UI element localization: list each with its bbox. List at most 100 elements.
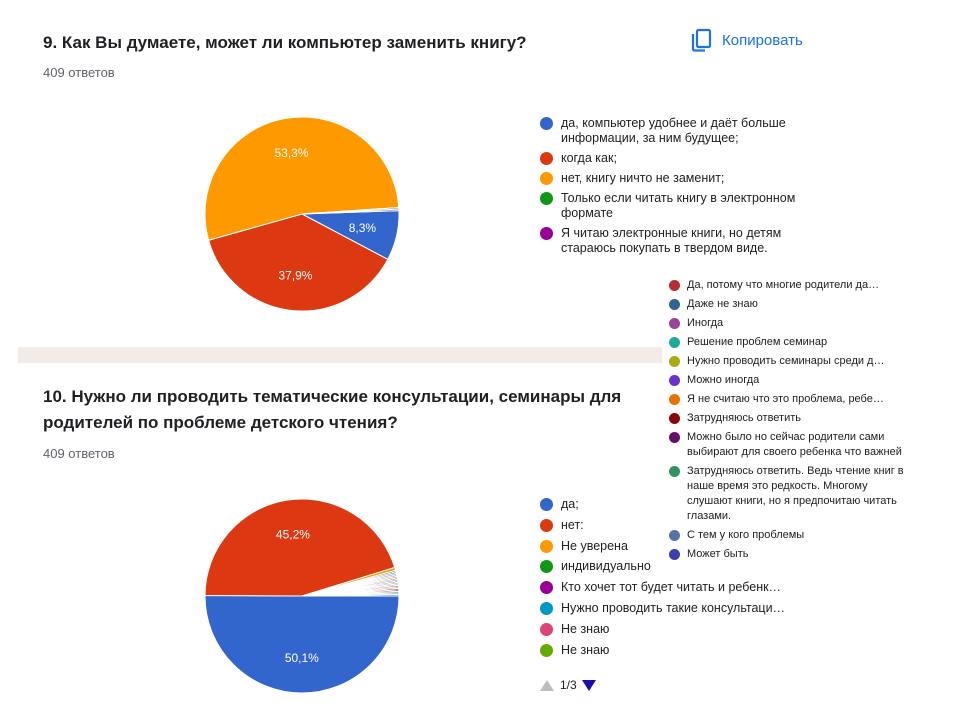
pie-slice <box>204 595 400 694</box>
legend-item: Затрудняюсь ответить <box>669 411 909 426</box>
legend-q9: да, компьютер удобнее и даёт больше инфо… <box>540 116 800 261</box>
slice-label: 53,3% <box>274 146 308 160</box>
pie-chart-q10: 50,1% 45,2% <box>204 498 400 694</box>
legend-label: Нужно проводить такие консультаци… <box>561 600 786 615</box>
question-9-response-count: 409 ответов <box>43 65 115 80</box>
legend-swatch <box>540 227 553 240</box>
legend-item: нет, книгу ничто не заменит; <box>540 171 800 186</box>
slice-label: 50,1% <box>285 651 319 665</box>
legend-label: Можно иногда <box>687 374 760 386</box>
legend-label: Иногда <box>687 317 724 329</box>
legend-item: Я не считаю что это проблема, ребе… <box>669 392 909 407</box>
copy-button-label: Копировать <box>722 31 803 49</box>
legend-label: Затрудняюсь ответить. Ведь чтение книг в… <box>687 465 904 522</box>
legend-label: Нужно проводить семинары среди д… <box>687 355 885 367</box>
legend-label: Только если читать книгу в электронном ф… <box>561 191 796 220</box>
legend-item: нет: <box>540 518 800 533</box>
legend-item: да, компьютер удобнее и даёт больше инфо… <box>540 116 800 146</box>
legend-swatch <box>669 299 680 310</box>
legend-label: нет: <box>561 517 584 532</box>
legend-item: С тем у кого проблемы <box>669 528 909 543</box>
legend-item: Я читаю электронные книги, но детям стар… <box>540 226 800 256</box>
legend-swatch <box>540 518 553 532</box>
legend-swatch <box>669 432 680 443</box>
legend-label: Не знаю <box>561 642 610 657</box>
question-10-title-line1: 10. Нужно ли проводить тематические конс… <box>43 387 622 406</box>
legend-item: Не знаю <box>540 622 800 637</box>
legend-label: Решение проблем семинар <box>687 336 828 348</box>
legend-label: Не знаю <box>561 621 610 636</box>
legend-item: да; <box>540 497 800 512</box>
legend-item: Кто хочет тот будет читать и ребенк… <box>540 580 800 595</box>
legend-label: нет, книгу ничто не заменит; <box>561 171 725 185</box>
legend-label: Затрудняюсь ответить <box>687 412 802 424</box>
legend-swatch <box>540 601 553 615</box>
legend-swatch <box>540 622 553 636</box>
legend-item: Иногда <box>669 316 909 331</box>
legend-item: Только если читать книгу в электронном ф… <box>540 191 800 221</box>
legend-swatch <box>540 192 553 205</box>
legend-swatch <box>669 549 680 560</box>
pie-chart-q9: 8,3% 37,9% 53,3% <box>204 116 400 312</box>
legend-swatch <box>669 280 680 291</box>
legend-label: индивидуально <box>561 559 651 574</box>
legend-swatch <box>669 337 680 348</box>
legend-label: Можно было но сейчас родители сами выбир… <box>687 431 902 458</box>
legend-swatch <box>540 643 553 657</box>
legend-label: Да, потому что многие родители да… <box>687 279 880 291</box>
legend-swatch <box>669 466 680 477</box>
legend-item: индивидуально <box>540 559 800 574</box>
slice-label: 37,9% <box>278 269 312 283</box>
slice-label: 8,3% <box>349 221 377 235</box>
legend-label: Кто хочет тот будет читать и ребенк… <box>561 580 782 595</box>
legend-item: Нужно проводить такие консультаци… <box>540 601 800 616</box>
legend-item: Не уверена <box>540 539 800 554</box>
legend-item: Да, потому что многие родители да… <box>669 278 909 293</box>
legend-q10: да; нет: Не уверена индивидуально Кто хочет … <box>540 497 800 663</box>
legend-item: когда как; <box>540 151 800 166</box>
pie-slice <box>207 213 389 312</box>
legend-swatch <box>669 530 680 541</box>
legend-item: Затрудняюсь ответить. Ведь чтение книг в… <box>669 464 909 524</box>
legend-label: да; <box>561 497 579 511</box>
legend-q10-continued: Да, потому что многие родители да… Даже н… <box>669 278 909 566</box>
copy-button[interactable]: Копировать <box>690 28 803 52</box>
legend-swatch <box>669 375 680 386</box>
legend-swatch <box>669 356 680 367</box>
question-10-response-count: 409 ответов <box>43 446 115 461</box>
legend-item: Может быть <box>669 547 909 562</box>
legend-swatch <box>540 117 553 130</box>
pager-text: 1/3 <box>560 678 577 692</box>
triangle-up-icon[interactable] <box>540 679 554 691</box>
legend-label: Даже не знаю <box>687 298 758 310</box>
legend-item: Решение проблем семинар <box>669 335 909 350</box>
legend-item: Нужно проводить семинары среди д… <box>669 354 909 369</box>
legend-item: Можно иногда <box>669 373 909 388</box>
legend-swatch <box>540 152 553 165</box>
pie-slice <box>301 208 400 215</box>
pie-slice <box>301 593 400 597</box>
question-10-title: 10. Нужно ли проводить тематические конс… <box>43 384 643 436</box>
legend-label: Не уверена <box>561 538 628 553</box>
slice-label: 45,2% <box>276 528 310 542</box>
copy-icon <box>691 28 712 52</box>
legend-item: Не знаю <box>540 643 800 658</box>
legend-swatch <box>540 560 553 574</box>
section-divider <box>18 347 662 363</box>
legend-label: С тем у кого проблемы <box>687 529 805 541</box>
legend-swatch <box>669 413 680 424</box>
legend-label: Я читаю электронные книги, но детям стар… <box>561 226 782 255</box>
triangle-down-icon[interactable] <box>581 679 596 691</box>
legend-label: Может быть <box>687 548 749 560</box>
pie-slice <box>204 498 396 597</box>
legend-swatch <box>540 581 553 595</box>
legend-label: Я не считаю что это проблема, ребе… <box>687 393 884 405</box>
question-10-title-line2: родителей по проблеме детского чтения? <box>43 413 398 432</box>
legend-pager: 1/3 <box>540 678 596 692</box>
legend-swatch <box>669 318 680 329</box>
legend-item: Можно было но сейчас родители сами выбир… <box>669 430 909 460</box>
legend-swatch <box>540 498 553 511</box>
pie-slice <box>204 116 400 241</box>
question-9-title: 9. Как Вы думаете, может ли компьютер за… <box>43 33 527 52</box>
legend-swatch <box>540 172 553 185</box>
